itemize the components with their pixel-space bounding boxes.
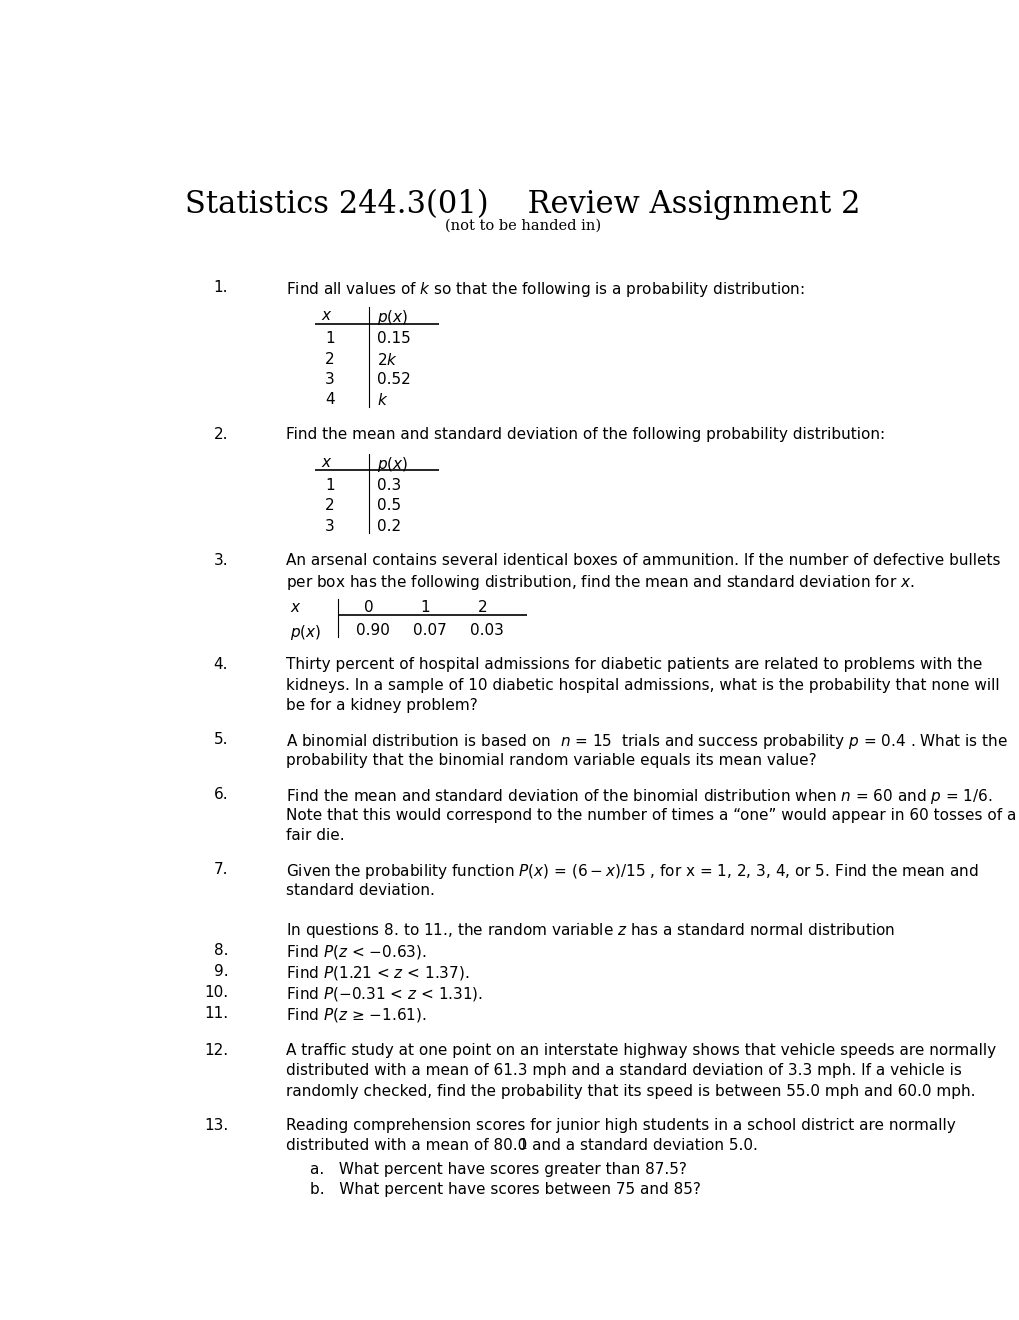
Text: 4: 4 [325,392,334,408]
Text: 1: 1 [325,331,334,346]
Text: 9.: 9. [213,964,228,979]
Text: 7.: 7. [214,862,228,878]
Text: 0.90: 0.90 [356,623,389,638]
Text: 0.5: 0.5 [377,499,400,513]
Text: 10.: 10. [204,985,228,1001]
Text: 1: 1 [325,478,334,492]
Text: 0.07: 0.07 [413,623,446,638]
Text: be for a kidney problem?: be for a kidney problem? [286,698,478,713]
Text: kidneys. In a sample of 10 diabetic hospital admissions, what is the probability: kidneys. In a sample of 10 diabetic hosp… [286,677,999,693]
Text: 3: 3 [325,519,334,533]
Text: Find $P$($z$ ≥ −1.61).: Find $P$($z$ ≥ −1.61). [286,1006,427,1024]
Text: 2$k$: 2$k$ [377,351,397,368]
Text: Reading comprehension scores for junior high students in a school district are n: Reading comprehension scores for junior … [286,1118,955,1133]
Text: Statistics 244.3(01)    Review Assignment 2: Statistics 244.3(01) Review Assignment 2 [184,189,860,220]
Text: $x$: $x$ [321,308,332,323]
Text: 0.2: 0.2 [377,519,400,533]
Text: $k$: $k$ [377,392,388,408]
Text: Find $P$(−0.31 < $z$ < 1.31).: Find $P$(−0.31 < $z$ < 1.31). [286,985,483,1003]
Text: 2: 2 [325,499,334,513]
Text: $x$: $x$ [321,455,332,470]
Text: 6.: 6. [213,787,228,803]
Text: 0: 0 [364,601,373,615]
Text: A binomial distribution is based on  $n$ = 15  trials and success probability $p: A binomial distribution is based on $n$ … [286,733,1008,751]
Text: 13.: 13. [204,1118,228,1133]
Text: 0.03: 0.03 [470,623,503,638]
Text: $p(x)$: $p(x)$ [377,308,408,327]
Text: 11.: 11. [204,1006,228,1022]
Text: 2: 2 [477,601,487,615]
Text: 8.: 8. [214,942,228,957]
Text: 1: 1 [518,1138,527,1151]
Text: Find $P$($z$ < −0.63).: Find $P$($z$ < −0.63). [286,942,427,961]
Text: 0.52: 0.52 [377,372,411,387]
Text: $p(x)$: $p(x)$ [290,623,321,642]
Text: fair die.: fair die. [286,828,344,843]
Text: An arsenal contains several identical boxes of ammunition. If the number of defe: An arsenal contains several identical bo… [286,553,1000,568]
Text: In questions 8. to 11., the random variable $z$ has a standard normal distributi: In questions 8. to 11., the random varia… [286,921,895,940]
Text: distributed with a mean of 80.0 and a standard deviation 5.0.: distributed with a mean of 80.0 and a st… [286,1138,757,1154]
Text: Find the mean and standard deviation of the binomial distribution when $n$ = 60 : Find the mean and standard deviation of … [286,787,993,807]
Text: standard deviation.: standard deviation. [286,883,435,898]
Text: (not to be handed in): (not to be handed in) [444,219,600,232]
Text: randomly checked, find the probability that its speed is between 55.0 mph and 60: randomly checked, find the probability t… [286,1084,975,1098]
Text: A traffic study at one point on an interstate highway shows that vehicle speeds : A traffic study at one point on an inter… [286,1043,996,1057]
Text: 4.: 4. [214,657,228,672]
Text: a.   What percent have scores greater than 87.5?: a. What percent have scores greater than… [310,1162,686,1176]
Text: 0.15: 0.15 [377,331,411,346]
Text: Find $P$(1.21 < $z$ < 1.37).: Find $P$(1.21 < $z$ < 1.37). [286,964,470,982]
Text: 3.: 3. [213,553,228,568]
Text: Find all values of $k$ so that the following is a probability distribution:: Find all values of $k$ so that the follo… [286,280,804,300]
Text: $p(x)$: $p(x)$ [377,455,408,474]
Text: 2: 2 [325,351,334,367]
Text: Find the mean and standard deviation of the following probability distribution:: Find the mean and standard deviation of … [286,426,884,442]
Text: Note that this would correspond to the number of times a “one” would appear in 6: Note that this would correspond to the n… [286,808,1016,822]
Text: Thirty percent of hospital admissions for diabetic patients are related to probl: Thirty percent of hospital admissions fo… [286,657,981,672]
Text: per box has the following distribution, find the mean and standard deviation for: per box has the following distribution, … [286,573,914,593]
Text: $x$: $x$ [290,601,302,615]
Text: 1.: 1. [214,280,228,296]
Text: 12.: 12. [204,1043,228,1057]
Text: distributed with a mean of 61.3 mph and a standard deviation of 3.3 mph. If a ve: distributed with a mean of 61.3 mph and … [286,1063,961,1078]
Text: probability that the binomial random variable equals its mean value?: probability that the binomial random var… [286,752,816,768]
Text: b.   What percent have scores between 75 and 85?: b. What percent have scores between 75 a… [310,1183,700,1197]
Text: 0.3: 0.3 [377,478,400,492]
Text: Given the probability function $P(x)$ = $(6-x)/15$ , for x = 1, 2, 3, 4, or 5. F: Given the probability function $P(x)$ = … [286,862,978,882]
Text: 2.: 2. [214,426,228,442]
Text: 5.: 5. [214,733,228,747]
Text: 1: 1 [420,601,430,615]
Text: 3: 3 [325,372,334,387]
